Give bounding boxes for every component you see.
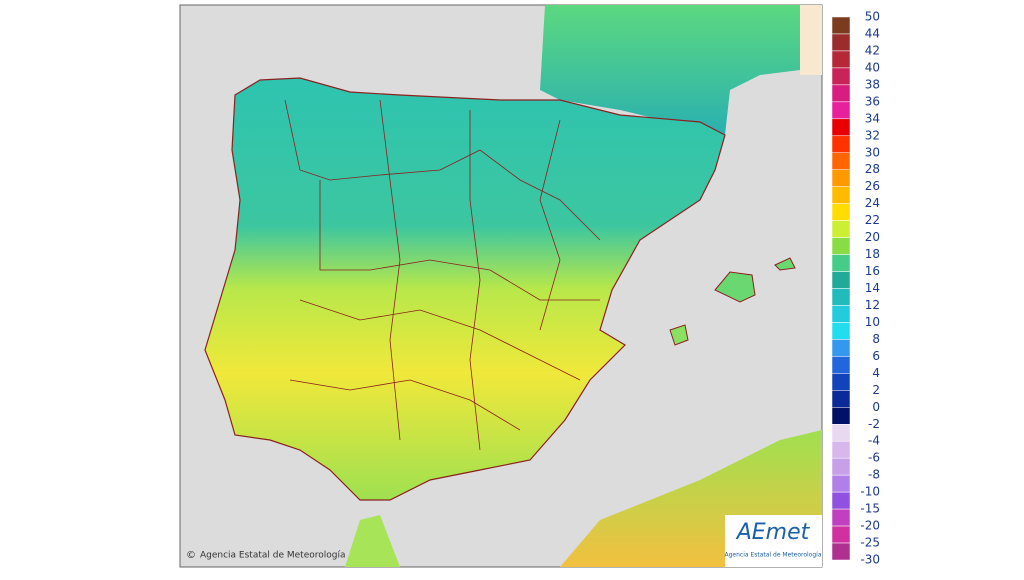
legend-swatch — [831, 356, 851, 374]
legend-swatch — [831, 322, 851, 340]
legend-label: -4 — [868, 434, 880, 448]
legend-swatch — [831, 220, 851, 238]
legend-swatch — [831, 135, 851, 153]
legend-label: 50 — [865, 10, 880, 24]
legend-swatch — [831, 169, 851, 187]
legend-swatch — [831, 118, 851, 137]
legend-label: -8 — [868, 468, 880, 482]
legend-label: 26 — [865, 179, 880, 193]
legend-label: 40 — [865, 60, 880, 74]
legend-label: 18 — [865, 247, 880, 261]
legend-swatch — [831, 101, 851, 120]
legend-label: 30 — [865, 145, 880, 159]
legend-label: -15 — [860, 502, 880, 516]
copyright: Agencia Estatal de Meteorología — [200, 551, 346, 561]
logo-box — [725, 515, 822, 567]
morocco-tip — [345, 515, 400, 567]
legend-swatch — [831, 50, 851, 69]
legend-label: -30 — [860, 553, 880, 567]
ibiza — [669, 324, 689, 346]
legend-label: 38 — [865, 77, 880, 91]
legend-swatch — [831, 288, 851, 306]
legend-swatch — [831, 474, 851, 493]
legend-swatch — [831, 237, 851, 255]
legend-swatch — [831, 542, 851, 561]
legend-swatch — [831, 186, 851, 204]
legend-swatch — [831, 305, 851, 323]
legend-label: 6 — [872, 349, 880, 363]
legend-swatch — [831, 407, 851, 425]
legend-swatch — [831, 525, 851, 544]
copyright-symbol: © — [186, 550, 196, 561]
legend-label: -2 — [868, 417, 880, 431]
legend-label: 36 — [865, 94, 880, 108]
legend-label: 16 — [865, 264, 880, 278]
legend-label: 8 — [872, 332, 880, 346]
legend-label: 10 — [865, 315, 880, 329]
legend-swatch — [831, 271, 851, 289]
legend-label: -20 — [860, 519, 880, 533]
legend-swatch — [831, 508, 851, 527]
logo-brand: AEmet — [735, 520, 811, 545]
legend-label: -25 — [860, 536, 880, 550]
legend-label: 32 — [865, 128, 880, 142]
legend-swatch — [831, 16, 851, 35]
legend-label: 44 — [865, 26, 880, 40]
legend-swatch — [831, 67, 851, 86]
legend-swatch — [831, 457, 851, 476]
legend: 5044424038363432302826242220181614121086… — [831, 10, 880, 567]
legend-swatch — [831, 491, 851, 510]
legend-swatch — [831, 84, 851, 103]
legend-label: 42 — [865, 43, 880, 57]
legend-label: -6 — [868, 451, 880, 465]
iberia — [204, 77, 726, 501]
legend-label: 12 — [865, 298, 880, 312]
legend-label: 24 — [865, 196, 880, 210]
legend-label: 4 — [872, 366, 880, 380]
legend-swatch — [831, 33, 851, 52]
legend-label: 2 — [872, 383, 880, 397]
legend-label: 28 — [865, 162, 880, 176]
legend-label: 34 — [865, 111, 880, 125]
legend-label: -10 — [860, 485, 880, 499]
legend-swatch — [831, 440, 851, 459]
legend-label: 20 — [865, 230, 880, 244]
mallorca — [714, 271, 756, 303]
legend-swatch — [831, 390, 851, 408]
legend-swatch — [831, 152, 851, 170]
borders — [284, 99, 601, 451]
legend-label: 14 — [865, 281, 880, 295]
menorca — [774, 257, 796, 271]
legend-swatch — [831, 339, 851, 357]
logo-subtitle: Agencia Estatal de Meteorología — [725, 552, 822, 559]
france — [540, 5, 800, 135]
land-east — [800, 5, 822, 75]
legend-swatch — [831, 203, 851, 221]
legend-swatch — [831, 373, 851, 391]
legend-swatch — [831, 424, 851, 442]
legend-label: 22 — [865, 213, 880, 227]
legend-swatch — [831, 254, 851, 272]
legend-label: 0 — [872, 400, 880, 414]
